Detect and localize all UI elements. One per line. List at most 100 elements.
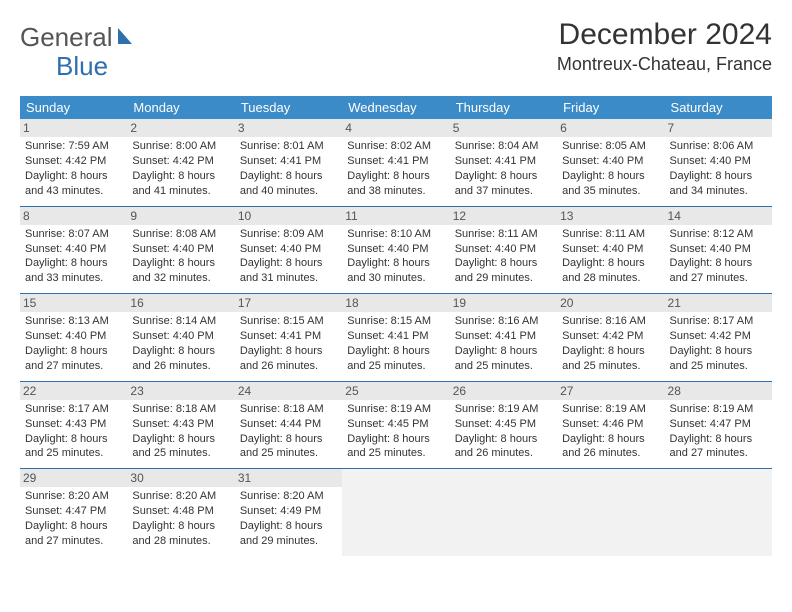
sunrise-text: Sunrise: 8:00 AM: [132, 139, 229, 154]
daylight-text: and 26 minutes.: [132, 359, 229, 374]
daylight-text: and 25 minutes.: [347, 446, 444, 461]
daylight-text: Daylight: 8 hours: [132, 169, 229, 184]
daylight-text: Daylight: 8 hours: [240, 169, 337, 184]
calendar-cell: 2Sunrise: 8:00 AMSunset: 4:42 PMDaylight…: [127, 119, 234, 206]
sunset-text: Sunset: 4:42 PM: [670, 329, 767, 344]
sunrise-text: Sunrise: 8:11 AM: [562, 227, 659, 242]
daylight-text: and 35 minutes.: [562, 184, 659, 199]
day-details: Sunrise: 8:11 AMSunset: 4:40 PMDaylight:…: [455, 227, 552, 286]
day-details: Sunrise: 8:09 AMSunset: 4:40 PMDaylight:…: [240, 227, 337, 286]
day-number: 9: [127, 207, 234, 225]
day-details: Sunrise: 8:17 AMSunset: 4:42 PMDaylight:…: [670, 314, 767, 373]
daylight-text: and 27 minutes.: [670, 446, 767, 461]
daylight-text: Daylight: 8 hours: [562, 432, 659, 447]
daylight-text: and 27 minutes.: [25, 359, 122, 374]
daylight-text: and 26 minutes.: [240, 359, 337, 374]
weekday-header: Friday: [557, 96, 664, 119]
calendar-cell: 11Sunrise: 8:10 AMSunset: 4:40 PMDayligh…: [342, 206, 449, 294]
daylight-text: and 28 minutes.: [132, 534, 229, 549]
daylight-text: Daylight: 8 hours: [670, 344, 767, 359]
sunrise-text: Sunrise: 8:13 AM: [25, 314, 122, 329]
day-number: 26: [450, 382, 557, 400]
day-details: Sunrise: 8:04 AMSunset: 4:41 PMDaylight:…: [455, 139, 552, 198]
sunset-text: Sunset: 4:42 PM: [25, 154, 122, 169]
daylight-text: and 26 minutes.: [562, 446, 659, 461]
weekday-header: Tuesday: [235, 96, 342, 119]
calendar-cell: 20Sunrise: 8:16 AMSunset: 4:42 PMDayligh…: [557, 294, 664, 382]
logo-sail-icon: [116, 22, 138, 53]
daylight-text: and 32 minutes.: [132, 271, 229, 286]
calendar-cell: 3Sunrise: 8:01 AMSunset: 4:41 PMDaylight…: [235, 119, 342, 206]
day-number: 21: [665, 294, 772, 312]
day-number: 8: [20, 207, 127, 225]
sunrise-text: Sunrise: 8:19 AM: [347, 402, 444, 417]
day-details: Sunrise: 8:16 AMSunset: 4:42 PMDaylight:…: [562, 314, 659, 373]
sunrise-text: Sunrise: 8:15 AM: [347, 314, 444, 329]
day-details: Sunrise: 8:19 AMSunset: 4:45 PMDaylight:…: [455, 402, 552, 461]
day-number: 15: [20, 294, 127, 312]
sunset-text: Sunset: 4:47 PM: [670, 417, 767, 432]
calendar-cell: 12Sunrise: 8:11 AMSunset: 4:40 PMDayligh…: [450, 206, 557, 294]
sunset-text: Sunset: 4:40 PM: [347, 242, 444, 257]
calendar-cell: 4Sunrise: 8:02 AMSunset: 4:41 PMDaylight…: [342, 119, 449, 206]
daylight-text: Daylight: 8 hours: [670, 169, 767, 184]
daylight-text: and 41 minutes.: [132, 184, 229, 199]
calendar-cell: 15Sunrise: 8:13 AMSunset: 4:40 PMDayligh…: [20, 294, 127, 382]
sunset-text: Sunset: 4:41 PM: [455, 154, 552, 169]
weekday-header: Saturday: [665, 96, 772, 119]
day-details: Sunrise: 8:00 AMSunset: 4:42 PMDaylight:…: [132, 139, 229, 198]
calendar-cell: 22Sunrise: 8:17 AMSunset: 4:43 PMDayligh…: [20, 381, 127, 469]
calendar-cell: 14Sunrise: 8:12 AMSunset: 4:40 PMDayligh…: [665, 206, 772, 294]
day-details: Sunrise: 8:05 AMSunset: 4:40 PMDaylight:…: [562, 139, 659, 198]
sunset-text: Sunset: 4:48 PM: [132, 504, 229, 519]
sunrise-text: Sunrise: 8:17 AM: [25, 402, 122, 417]
day-number: 3: [235, 119, 342, 137]
sunrise-text: Sunrise: 8:04 AM: [455, 139, 552, 154]
sunrise-text: Sunrise: 7:59 AM: [25, 139, 122, 154]
daylight-text: Daylight: 8 hours: [562, 344, 659, 359]
sunset-text: Sunset: 4:45 PM: [347, 417, 444, 432]
day-number: 30: [127, 469, 234, 487]
daylight-text: and 27 minutes.: [670, 271, 767, 286]
daylight-text: Daylight: 8 hours: [670, 432, 767, 447]
day-details: Sunrise: 8:19 AMSunset: 4:47 PMDaylight:…: [670, 402, 767, 461]
calendar-cell: 24Sunrise: 8:18 AMSunset: 4:44 PMDayligh…: [235, 381, 342, 469]
daylight-text: Daylight: 8 hours: [347, 344, 444, 359]
daylight-text: Daylight: 8 hours: [455, 256, 552, 271]
calendar-cell: 9 Sunrise: 8:08 AMSunset: 4:40 PMDaylight…: [127, 206, 234, 294]
sunset-text: Sunset: 4:40 PM: [25, 242, 122, 257]
calendar-cell: 31Sunrise: 8:20 AMSunset: 4:49 PMDayligh…: [235, 469, 342, 556]
daylight-text: Daylight: 8 hours: [347, 169, 444, 184]
daylight-text: and 30 minutes.: [347, 271, 444, 286]
daylight-text: Daylight: 8 hours: [455, 344, 552, 359]
daylight-text: and 33 minutes.: [25, 271, 122, 286]
month-title: December 2024: [557, 18, 772, 52]
calendar-cell: 30Sunrise: 8:20 AMSunset: 4:48 PMDayligh…: [127, 469, 234, 556]
day-number: 5: [450, 119, 557, 137]
daylight-text: Daylight: 8 hours: [670, 256, 767, 271]
sunrise-text: Sunrise: 8:18 AM: [132, 402, 229, 417]
day-number: 25: [342, 382, 449, 400]
day-number: 19: [450, 294, 557, 312]
daylight-text: and 29 minutes.: [455, 271, 552, 286]
location: Montreux-Chateau, France: [557, 54, 772, 75]
day-number: 18: [342, 294, 449, 312]
calendar-cell: 29Sunrise: 8:20 AMSunset: 4:47 PMDayligh…: [20, 469, 127, 556]
daylight-text: Daylight: 8 hours: [25, 256, 122, 271]
daylight-text: Daylight: 8 hours: [132, 256, 229, 271]
sunrise-text: Sunrise: 8:11 AM: [455, 227, 552, 242]
day-details: Sunrise: 8:08 AMSunset: 4:40 PMDaylight:…: [132, 227, 229, 286]
calendar-cell: 5 Sunrise: 8:04 AMSunset: 4:41 PMDaylight…: [450, 119, 557, 206]
day-number: 27: [557, 382, 664, 400]
calendar-cell: [450, 469, 557, 556]
day-number: 16: [127, 294, 234, 312]
sunrise-text: Sunrise: 8:02 AM: [347, 139, 444, 154]
day-details: Sunrise: 8:07 AMSunset: 4:40 PMDaylight:…: [25, 227, 122, 286]
daylight-text: Daylight: 8 hours: [240, 432, 337, 447]
sunrise-text: Sunrise: 8:06 AM: [670, 139, 767, 154]
calendar-cell: 28Sunrise: 8:19 AMSunset: 4:47 PMDayligh…: [665, 381, 772, 469]
sunset-text: Sunset: 4:49 PM: [240, 504, 337, 519]
day-details: Sunrise: 8:19 AMSunset: 4:45 PMDaylight:…: [347, 402, 444, 461]
logo-text-general: General: [20, 22, 113, 53]
daylight-text: and 25 minutes.: [25, 446, 122, 461]
